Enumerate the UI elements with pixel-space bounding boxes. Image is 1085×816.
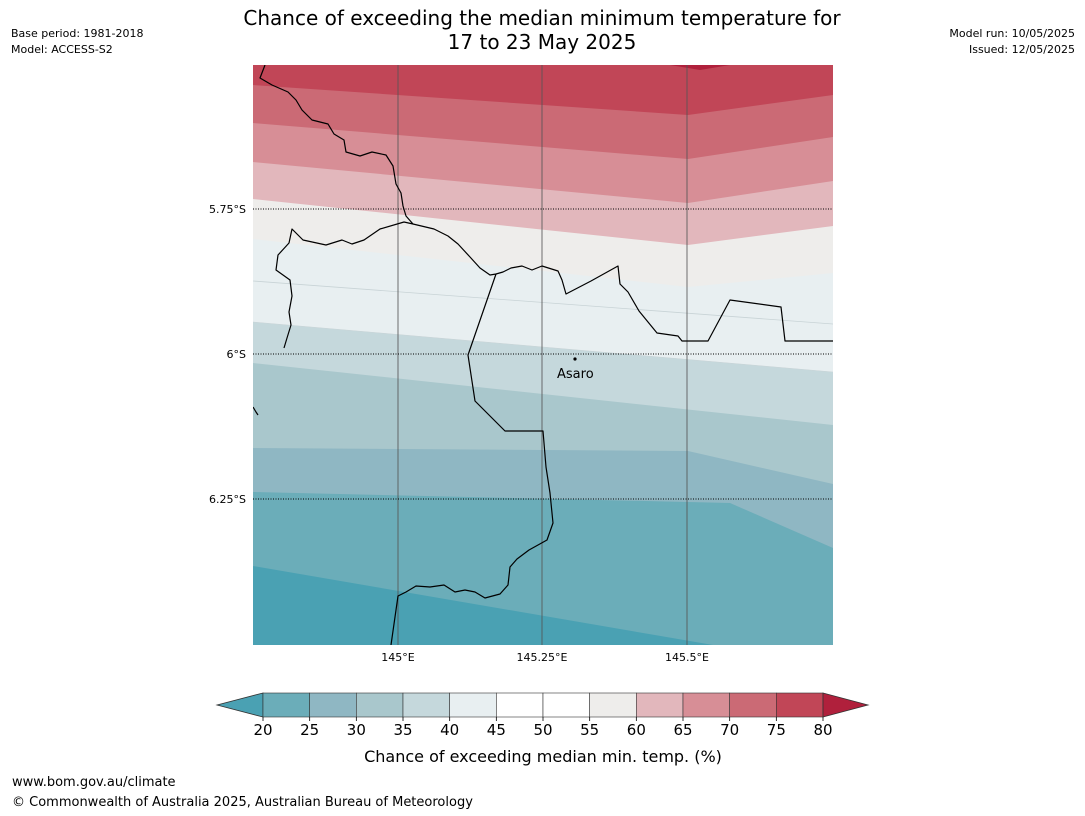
footer-copyright: © Commonwealth of Australia 2025, Austra… [12, 795, 473, 810]
boundary-fragment [253, 406, 259, 416]
contour-40-45 [253, 321, 833, 373]
colorbar: 20 25 30 35 40 45 50 55 60 65 70 75 80 [215, 692, 870, 739]
province-boundaries [253, 65, 833, 645]
band-above-80 [670, 65, 730, 70]
model-run: Model run: 10/05/2025 [949, 27, 1075, 40]
contour-45-50 [253, 280, 833, 325]
boundary-west [259, 65, 414, 349]
colorbar-tick-label: 65 [673, 721, 692, 739]
boundary-north [412, 223, 833, 342]
longitude-labels: 145°E 145.25°E 145.5°E [381, 651, 709, 664]
colorbar-tick-label: 35 [393, 721, 412, 739]
colorbar-segment [589, 692, 637, 718]
lat-label: 6.25°S [209, 493, 246, 506]
colorbar-tick-label: 40 [440, 721, 459, 739]
colorbar-tick-label: 45 [487, 721, 506, 739]
place-label: Asaro [557, 367, 594, 382]
meta-left: Base period: 1981-2018 Model: ACCESS-S2 [11, 26, 143, 58]
colorbar-tick-label: 75 [767, 721, 786, 739]
colorbar-segment [496, 692, 544, 718]
colorbar-label: Chance of exceeding median min. temp. (%… [364, 747, 722, 766]
model-name: Model: ACCESS-S2 [11, 43, 113, 56]
lon-label: 145.25°E [517, 651, 568, 664]
colorbar-segment [776, 692, 824, 718]
colorbar-tick-label: 80 [813, 721, 832, 739]
place-marker [573, 357, 577, 361]
meta-right: Model run: 10/05/2025 Issued: 12/05/2025 [949, 26, 1075, 58]
colorbar-segment [262, 692, 310, 718]
colorbar-segment [356, 692, 404, 718]
colorbar-segment [309, 692, 357, 718]
base-period: Base period: 1981-2018 [11, 27, 144, 40]
colorbar-tick-label: 20 [253, 721, 272, 739]
colorbar-extend-high [822, 692, 870, 718]
colorbar-segment [636, 692, 684, 718]
colorbar-segment [402, 692, 450, 718]
meridians [397, 65, 688, 645]
parallels [253, 208, 833, 500]
colorbar-tick-label: 30 [347, 721, 366, 739]
map-area: Asaro [253, 65, 833, 645]
lat-label: 6°S [227, 348, 246, 361]
colorbar-segment [682, 692, 730, 718]
boundary-south [390, 273, 554, 645]
title-line-2: 17 to 23 May 2025 [447, 30, 637, 54]
colorbar-tick-label: 60 [627, 721, 646, 739]
colorbar-extend-low [215, 692, 264, 718]
colorbar-segment [729, 692, 777, 718]
title-line-1: Chance of exceeding the median minimum t… [243, 6, 841, 30]
colorbar-segment [449, 692, 497, 718]
colorbar-tick-label: 50 [533, 721, 552, 739]
latitude-labels: 5.75°S 6°S 6.25°S [209, 203, 246, 506]
colorbar-tick-label: 70 [720, 721, 739, 739]
lon-label: 145.5°E [665, 651, 709, 664]
colorbar-tick-label: 25 [300, 721, 319, 739]
colorbar-segment [542, 692, 590, 718]
colorbar-tick-label: 55 [580, 721, 599, 739]
footer-url[interactable]: www.bom.gov.au/climate [12, 775, 176, 790]
issued-date: Issued: 12/05/2025 [968, 43, 1075, 56]
lat-label: 5.75°S [209, 203, 246, 216]
lon-label: 145°E [381, 651, 414, 664]
chart-title: Chance of exceeding the median minimum t… [202, 6, 882, 54]
